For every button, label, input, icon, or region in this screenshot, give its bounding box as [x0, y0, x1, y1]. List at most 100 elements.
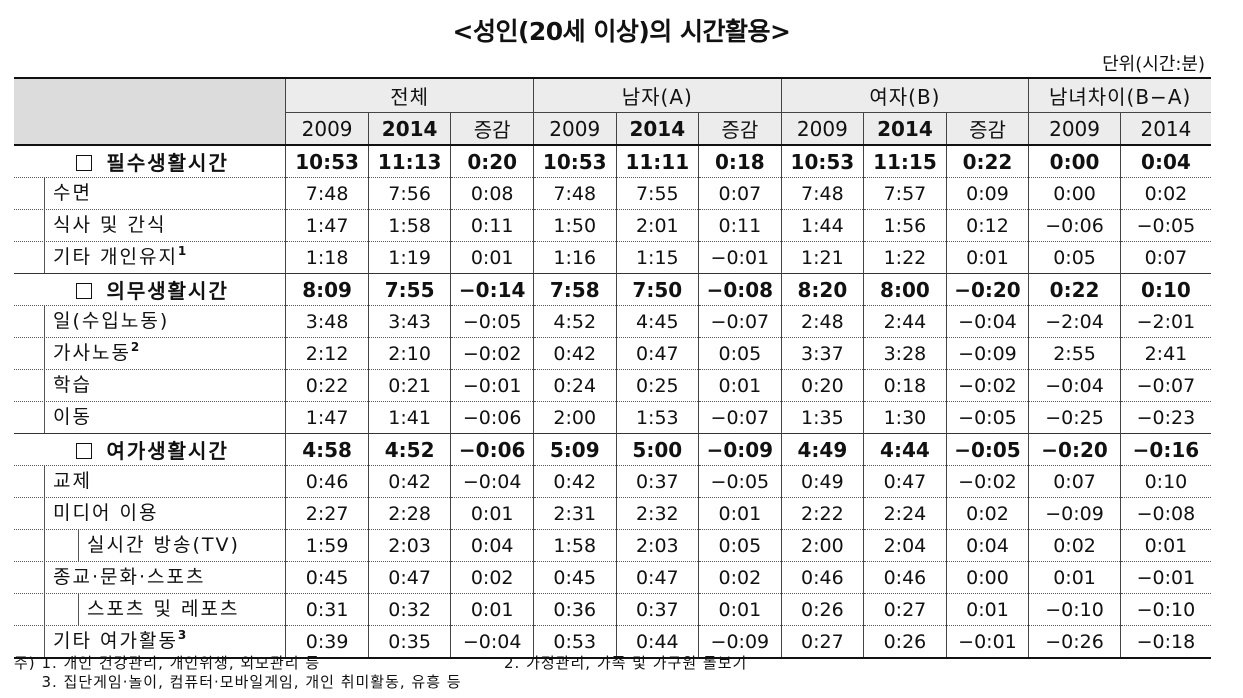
row-label: 스포츠 및 레포츠 — [87, 598, 240, 620]
value-cell: 10:53 — [285, 145, 369, 178]
value-cell: 0:31 — [285, 593, 369, 626]
header-corner — [14, 78, 286, 145]
value-cell: 4:52 — [367, 433, 451, 466]
value-cell: −0:05 — [945, 401, 1029, 434]
row-label-cell: 기타 개인유지1 — [14, 242, 286, 274]
value-cell: 7:50 — [615, 273, 699, 306]
value-cell: 0:26 — [780, 593, 864, 626]
value-cell: −0:01 — [1119, 561, 1211, 594]
value-cell: 1:50 — [532, 209, 617, 242]
footnote-marker: 3 — [177, 628, 189, 642]
row-label: 실시간 방송(TV) — [87, 534, 240, 556]
indent-level-1: 학습 — [44, 370, 92, 401]
value-cell: −0:06 — [450, 401, 534, 434]
row-label-cell: 종교·문화·스포츠 — [14, 562, 286, 594]
indent-level-1: 식사 및 간식 — [44, 210, 166, 241]
value-cell: −0:05 — [1119, 209, 1211, 242]
value-cell: 0:05 — [698, 337, 782, 370]
value-cell: 0:39 — [285, 625, 369, 658]
table-row: 식사 및 간식 1:47 1:58 0:11 1:50 2:01 0:11 1:44 1:56 0… — [14, 209, 1211, 242]
value-cell: −2:04 — [1028, 305, 1121, 338]
value-cell: 8:20 — [780, 273, 864, 306]
value-cell: −0:16 — [1119, 433, 1211, 466]
value-cell: 1:35 — [780, 401, 864, 434]
value-cell: 1:47 — [285, 209, 369, 242]
value-cell: 0:04 — [450, 529, 534, 562]
category-row: 필수생활시간 10:53 11:13 0:20 10:53 11:11 0:18 10:53 1… — [14, 145, 1211, 178]
row-label-cell: 실시간 방송(TV) — [14, 530, 286, 562]
row-label: 학습 — [53, 374, 92, 396]
row-label: 수면 — [53, 182, 92, 204]
value-cell: 0:01 — [698, 593, 782, 626]
indent-rail — [44, 594, 45, 625]
value-cell: −0:04 — [1028, 369, 1121, 402]
row-label-cell: 식사 및 간식 — [14, 210, 286, 242]
indent-rail — [44, 530, 45, 561]
value-cell: −0:20 — [945, 273, 1029, 306]
group-header-total: 전체 — [285, 78, 534, 113]
value-cell: −0:04 — [450, 625, 534, 658]
checkbox-square-icon — [76, 155, 93, 171]
value-cell: 0:46 — [780, 561, 864, 594]
row-label-cell: 일(수입노동) — [14, 306, 286, 338]
value-cell: 0:42 — [532, 465, 617, 498]
row-label-cell: 가사노동2 — [14, 338, 286, 370]
row-label: 의무생활시간 — [106, 279, 229, 303]
value-cell: 0:25 — [615, 369, 699, 402]
value-cell: 0:01 — [450, 241, 534, 274]
table-row: 가사노동2 2:12 2:10 −0:02 0:42 0:47 0:05 3:37 3:28 −0… — [14, 337, 1211, 370]
value-cell: 7:48 — [780, 177, 864, 210]
value-cell: 4:58 — [285, 433, 369, 466]
value-cell: 0:08 — [450, 177, 534, 210]
indent-level-2: 실시간 방송(TV) — [44, 530, 240, 561]
value-cell: −0:01 — [450, 369, 534, 402]
value-cell: 0:20 — [450, 145, 534, 178]
value-cell: 5:09 — [532, 433, 617, 466]
value-cell: 7:48 — [532, 177, 617, 210]
unit-label: 단위(시간:분) — [1102, 54, 1205, 75]
value-cell: 0:47 — [615, 561, 699, 594]
value-cell: 0:02 — [1028, 529, 1121, 562]
indent-level-1: 가사노동2 — [44, 338, 141, 369]
year-header: 2009 — [1028, 112, 1121, 145]
table-row: 교제 0:46 0:42 −0:04 0:42 0:37 −0:05 0:49 0:47 −0:0… — [14, 465, 1211, 498]
indent-level-1: 교제 — [44, 466, 92, 497]
table-row: 실시간 방송(TV) 1:59 2:03 0:04 1:58 2:03 0:05 2:00 2:… — [14, 529, 1211, 562]
value-cell: 1:58 — [532, 529, 617, 562]
value-cell: 11:15 — [863, 145, 947, 178]
group-header-diff: 남녀차이(B−A) — [1028, 78, 1211, 113]
value-cell: 0:05 — [698, 529, 782, 562]
value-cell: 2:31 — [532, 497, 617, 530]
value-cell: 0:46 — [285, 465, 369, 498]
indent-level-1: 미디어 이용 — [44, 498, 158, 529]
value-cell: −0:07 — [1119, 369, 1211, 402]
value-cell: −0:10 — [1028, 593, 1121, 626]
value-cell: −0:09 — [945, 337, 1029, 370]
row-label-cell: 의무생활시간 — [14, 274, 286, 306]
value-cell: 2:28 — [367, 497, 451, 530]
value-cell: 1:44 — [780, 209, 864, 242]
year-header: 증감 — [945, 112, 1029, 145]
value-cell: 7:56 — [367, 177, 451, 210]
row-label-cell: 수면 — [14, 178, 286, 210]
value-cell: 0:07 — [1119, 241, 1211, 274]
value-cell: 0:47 — [863, 465, 947, 498]
row-label-cell: 미디어 이용 — [14, 498, 286, 530]
table-row: 기타 여가활동3 0:39 0:35 −0:04 0:53 0:44 −0:09 0:27 0:… — [14, 625, 1211, 658]
year-header: 2014 — [1119, 112, 1211, 145]
value-cell: 1:22 — [863, 241, 947, 274]
time-use-table: 전체 남자(A) 여자(B) 남녀차이(B−A) 2009 2014 증감 20… — [14, 77, 1211, 659]
value-cell: 3:37 — [780, 337, 864, 370]
value-cell: 1:41 — [367, 401, 451, 434]
group-header-female: 여자(B) — [780, 78, 1029, 113]
value-cell: 4:45 — [615, 305, 699, 338]
value-cell: −0:05 — [945, 433, 1029, 466]
value-cell: 0:01 — [945, 241, 1029, 274]
value-cell: 0:01 — [450, 593, 534, 626]
year-header: 2014 — [367, 112, 451, 145]
value-cell: −0:09 — [698, 433, 782, 466]
value-cell: −0:20 — [1028, 433, 1121, 466]
value-cell: 0:37 — [615, 593, 699, 626]
value-cell: −0:18 — [1119, 625, 1211, 658]
category-row: 의무생활시간 8:09 7:55 −0:14 7:58 7:50 −0:08 8:20 8:00… — [14, 273, 1211, 306]
